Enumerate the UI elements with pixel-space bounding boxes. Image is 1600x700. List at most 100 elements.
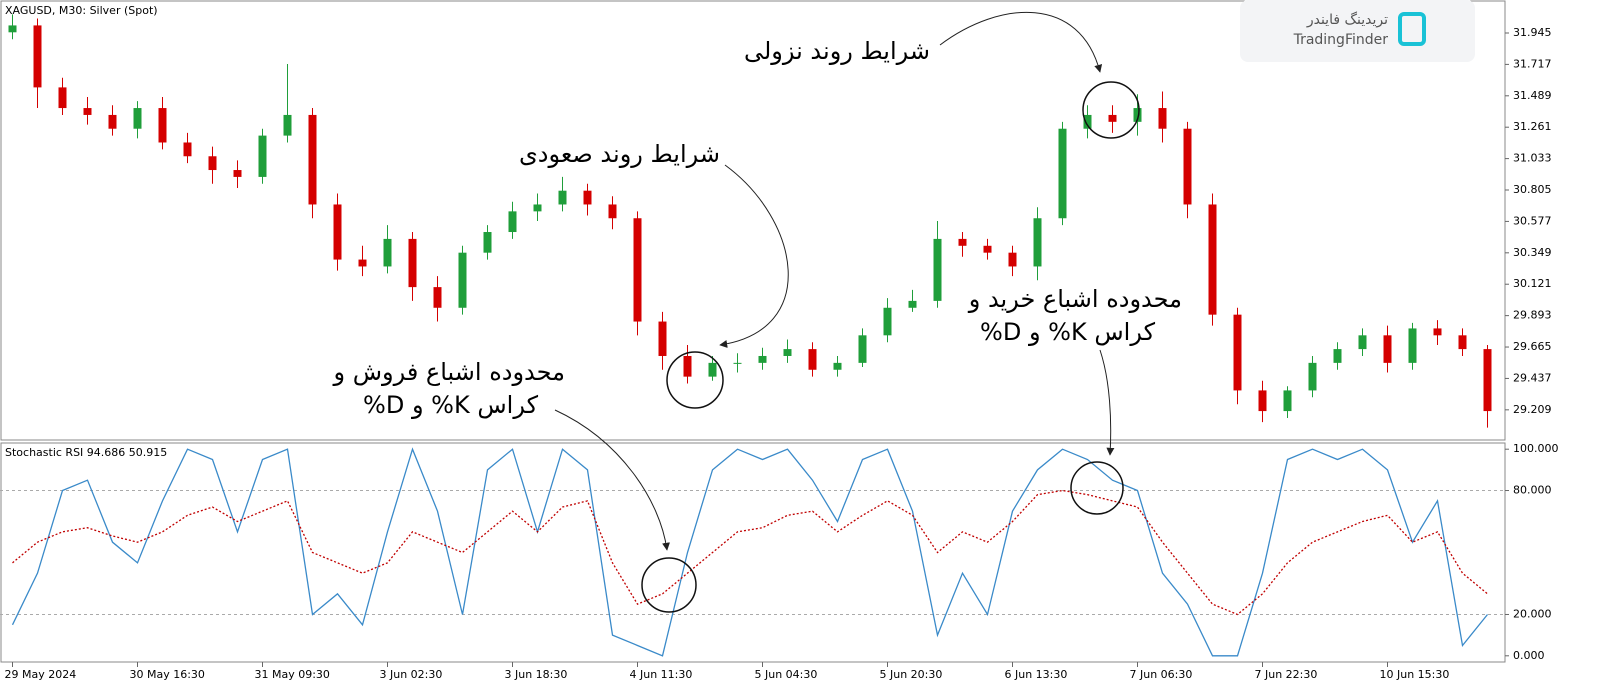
annotation: محدوده اشباع فروش و	[332, 358, 565, 386]
candle-body	[58, 87, 67, 109]
y-tick-label: 100.000	[1513, 442, 1559, 455]
highlight-circles	[641, 81, 1140, 613]
candle-body	[1283, 390, 1292, 412]
x-tick-label: 7 Jun 22:30	[1255, 668, 1318, 681]
y-tick-label: 31.261	[1513, 120, 1552, 133]
candle-body	[858, 335, 867, 363]
x-tick-label: 3 Jun 02:30	[380, 668, 443, 681]
indicator-line	[11, 447, 1489, 657]
candle-body	[1308, 362, 1317, 391]
candle-body	[658, 321, 667, 356]
candle-body	[133, 108, 142, 129]
annotation: محدوده اشباع خرید و	[968, 285, 1182, 313]
candle-body	[1433, 328, 1442, 336]
candle-body	[1083, 114, 1092, 129]
candle-body	[408, 238, 417, 288]
candle-body	[258, 135, 267, 177]
y-tick-label: 29.209	[1513, 403, 1552, 416]
logo-icon	[1398, 12, 1426, 46]
indicator-line	[12, 489, 1488, 616]
candle-body	[483, 232, 492, 253]
candle-body	[1108, 114, 1117, 122]
y-tick-label: 30.577	[1513, 214, 1552, 227]
x-tick-label: 7 Jun 06:30	[1130, 668, 1193, 681]
candle-body	[1058, 128, 1067, 219]
y-tick-label: 29.665	[1513, 340, 1552, 353]
candle-body	[1333, 349, 1342, 363]
candle-body	[233, 170, 242, 177]
logo-box	[1240, 0, 1475, 62]
y-tick-label: 20.000	[1513, 607, 1552, 620]
candle-body	[808, 349, 817, 370]
candle-body	[8, 25, 17, 33]
candle-body	[583, 190, 592, 205]
x-tick-label: 31 May 09:30	[255, 668, 330, 681]
candle-body	[433, 287, 442, 308]
candle-body	[33, 25, 42, 88]
x-tick-label: 3 Jun 18:30	[505, 668, 568, 681]
candle-body	[1158, 108, 1167, 129]
candle-body	[683, 355, 692, 377]
candle-body	[558, 190, 567, 205]
y-tick-label: 31.945	[1513, 26, 1552, 39]
annotation: شرایط روند نزولی	[744, 37, 930, 65]
candle-body	[458, 252, 467, 308]
y-tick-label: 80.000	[1513, 484, 1552, 497]
candle-body	[758, 355, 767, 363]
price-panel	[0, 0, 1506, 441]
x-tick-label: 5 Jun 20:30	[880, 668, 943, 681]
candle-body	[958, 238, 967, 246]
candle-body	[908, 300, 917, 308]
candle-body	[708, 362, 717, 377]
candle-body	[1008, 252, 1017, 267]
y-tick-label: 31.717	[1513, 57, 1552, 70]
candle-body	[358, 259, 367, 267]
y-tick-label: 31.033	[1513, 152, 1552, 165]
logo-en: TradingFinder	[1293, 32, 1389, 48]
candle-body	[733, 362, 742, 364]
candle-body	[1483, 349, 1492, 412]
x-tick-label: 29 May 2024	[5, 668, 77, 681]
candle-body	[783, 349, 792, 356]
candle-body	[833, 362, 842, 370]
x-tick-label: 5 Jun 04:30	[755, 668, 818, 681]
x-tick-label: 6 Jun 13:30	[1005, 668, 1068, 681]
candle-body	[333, 204, 342, 260]
y-tick-label: 30.805	[1513, 183, 1552, 196]
candle-body	[533, 204, 542, 212]
candle-body	[108, 114, 117, 129]
y-tick-label: 29.437	[1513, 371, 1552, 384]
candle-body	[1133, 108, 1142, 122]
indicator-title: Stochastic RSI 94.686 50.915	[5, 446, 167, 459]
y-tick-label: 29.893	[1513, 309, 1552, 322]
candle-body	[83, 108, 92, 115]
candle-body	[383, 238, 392, 267]
y-tick-label: 0.000	[1513, 649, 1545, 662]
y-tick-label: 31.489	[1513, 89, 1552, 102]
candle-body	[1208, 204, 1217, 315]
x-tick-label: 10 Jun 15:30	[1380, 668, 1450, 681]
candle-body	[633, 218, 642, 322]
annotation: کراس K% و D%	[363, 391, 539, 419]
candle-body	[1033, 218, 1042, 267]
annotation: شرایط روند صعودی	[519, 140, 720, 168]
candle-body	[183, 142, 192, 157]
logo-fa: تریدینگ فایندر	[1306, 11, 1388, 28]
candle-body	[983, 245, 992, 253]
oscillator-panel	[0, 442, 1506, 663]
candle-body	[883, 307, 892, 336]
candle-body	[158, 108, 167, 143]
candle-body	[1233, 314, 1242, 391]
candle-body	[1358, 335, 1367, 350]
y-tick-label: 30.349	[1513, 246, 1552, 259]
candle-body	[308, 114, 317, 205]
arrows	[554, 11, 1115, 551]
candle-body	[1183, 128, 1192, 205]
candle-body	[608, 204, 617, 219]
candle-body	[1383, 335, 1392, 363]
candle-body	[1408, 328, 1417, 363]
x-tick-label: 30 May 16:30	[130, 668, 205, 681]
annotation: کراس K% و D%	[980, 318, 1156, 346]
y-tick-label: 30.121	[1513, 277, 1552, 290]
